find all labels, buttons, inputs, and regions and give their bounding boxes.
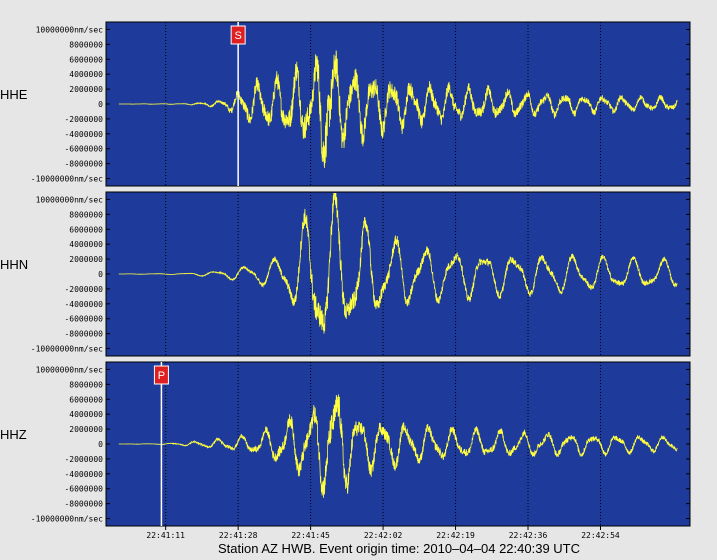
y-tick-label: 0 — [98, 270, 103, 279]
panel-hhe: 10000000nm/sec 8000000 6000000 4000000 20000… — [0, 21, 691, 187]
channel-label: HHN — [0, 257, 28, 272]
y-tick-label: 6000000 — [69, 225, 103, 234]
y-tick-label: 2000000 — [69, 255, 103, 264]
y-tick-label: -6000000 — [64, 145, 103, 154]
y-tick-label: 4000000 — [69, 240, 103, 249]
y-tick-label: -4000000 — [64, 130, 103, 139]
y-tick-label: 8000000 — [69, 380, 103, 389]
y-tick-label: 6000000 — [69, 395, 103, 404]
y-tick-label: 10000000nm/sec — [36, 25, 104, 34]
y-tick-label: -6000000 — [64, 315, 103, 324]
phase-marker-label: S — [234, 30, 241, 42]
y-tick-label: 8000000 — [69, 40, 103, 49]
y-tick-label: -4000000 — [64, 470, 103, 479]
panel-hhn: 10000000nm/sec 8000000 6000000 4000000 20000… — [0, 191, 691, 357]
x-tick-label: 22:42:54 — [581, 531, 620, 540]
y-tick-label: 2000000 — [69, 85, 103, 94]
y-tick-label: -10000000nm/sec — [31, 515, 103, 524]
y-tick-label: -8000000 — [64, 500, 103, 509]
x-tick-label: 22:41:45 — [291, 531, 330, 540]
trace-hhz — [118, 394, 678, 498]
y-tick-label: 4000000 — [69, 70, 103, 79]
y-tick-label: -2000000 — [64, 455, 103, 464]
y-tick-label: -6000000 — [64, 485, 103, 494]
panels-layer: 10000000nm/sec 8000000 6000000 4000000 20000… — [0, 21, 691, 527]
y-tick-label: 6000000 — [69, 55, 103, 64]
y-tick-label: 0 — [98, 100, 103, 109]
x-tick-label: 22:42:02 — [364, 531, 403, 540]
phase-marker-flag — [153, 365, 169, 385]
plot-area — [105, 191, 691, 357]
phase-marker-label: P — [158, 370, 165, 382]
y-tick-label: -8000000 — [64, 330, 103, 339]
y-tick-label: 2000000 — [69, 425, 103, 434]
time-axis: 22:41:11 22:41:28 22:41:45 22:42:02 22:42:19… — [146, 526, 620, 540]
figure-caption: Station AZ HWB. Event origin time: 2010–… — [218, 541, 580, 556]
y-tick-label: 4000000 — [69, 410, 103, 419]
y-tick-label: -8000000 — [64, 160, 103, 169]
x-tick-label: 22:41:11 — [146, 531, 185, 540]
plot-area — [105, 361, 691, 527]
x-tick-label: 22:42:36 — [509, 531, 548, 540]
y-tick-label: 10000000nm/sec — [36, 195, 104, 204]
x-tick-label: 22:41:28 — [219, 531, 258, 540]
y-tick-label: 8000000 — [69, 210, 103, 219]
trace-hhe — [118, 50, 678, 168]
y-tick-label: 0 — [98, 440, 103, 449]
x-tick-label: 22:42:19 — [436, 531, 475, 540]
panel-hhz: 10000000nm/sec 8000000 6000000 4000000 20000… — [0, 361, 691, 527]
y-tick-label: 10000000nm/sec — [36, 365, 104, 374]
y-tick-label: -2000000 — [64, 285, 103, 294]
channel-label: HHE — [0, 87, 28, 102]
trace-hhn — [118, 193, 678, 334]
y-tick-label: -10000000nm/sec — [31, 175, 103, 184]
y-tick-label: -2000000 — [64, 115, 103, 124]
phase-marker-flag — [230, 25, 246, 45]
y-tick-label: -10000000nm/sec — [31, 345, 103, 354]
y-tick-label: -4000000 — [64, 300, 103, 309]
channel-label: HHZ — [0, 427, 27, 442]
